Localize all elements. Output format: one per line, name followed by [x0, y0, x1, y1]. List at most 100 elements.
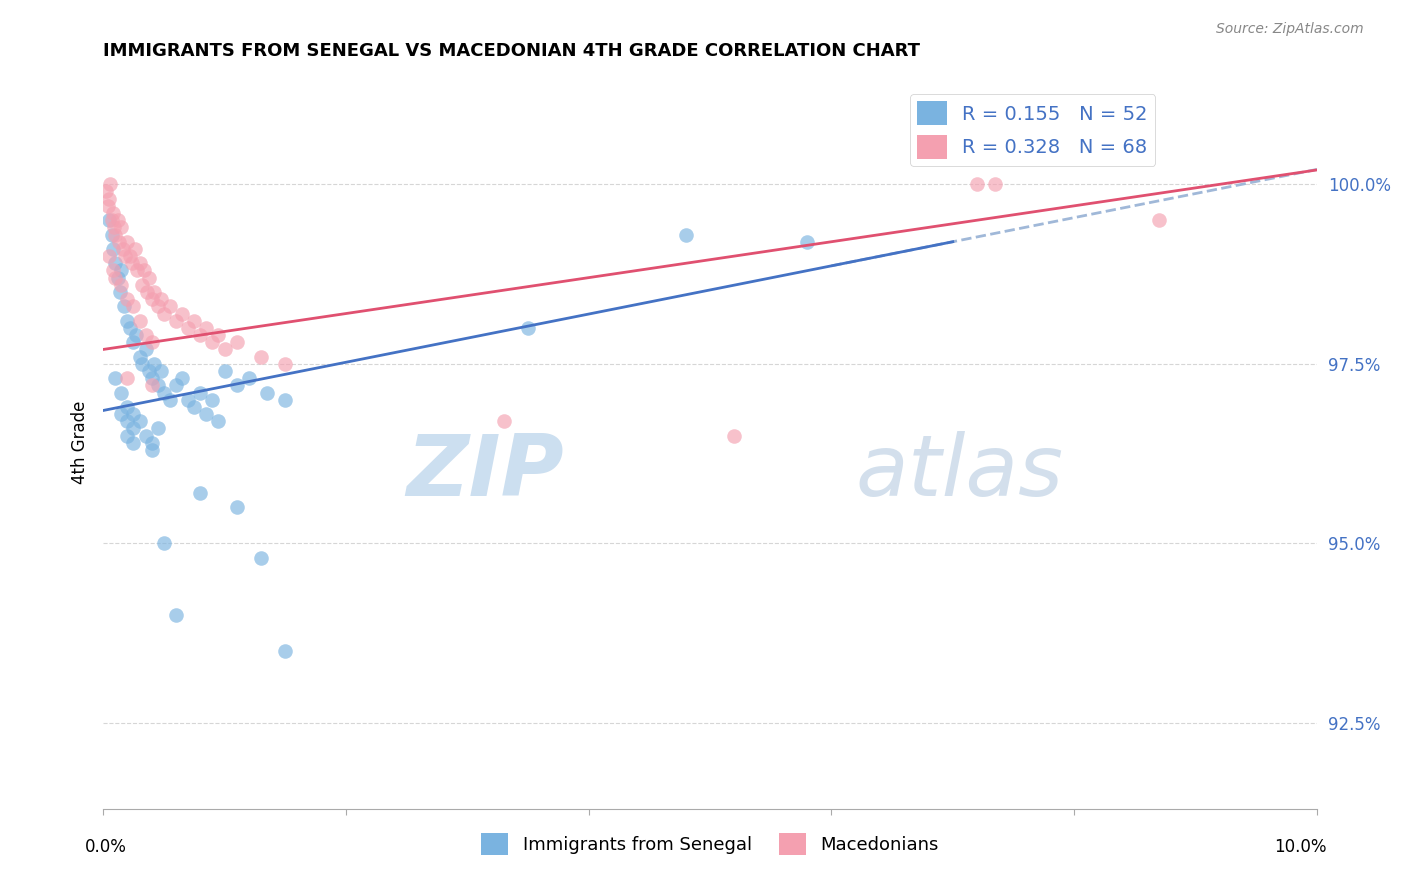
Point: [188, 486, 211, 500]
Point: [117, 235, 139, 249]
Point: [124, 242, 146, 256]
Point: [110, 277, 132, 292]
Point: [984, 178, 1007, 192]
Point: [122, 421, 145, 435]
Point: [118, 249, 141, 263]
Point: [100, 178, 122, 192]
Point: [150, 364, 173, 378]
Point: [146, 421, 169, 435]
Point: [122, 299, 145, 313]
Point: [117, 428, 139, 442]
Point: [117, 400, 139, 414]
Point: [250, 350, 273, 364]
Point: [274, 392, 297, 407]
Point: [98, 249, 121, 263]
Point: [112, 299, 135, 313]
Point: [146, 378, 169, 392]
Point: [153, 307, 176, 321]
Point: [141, 292, 163, 306]
Point: [201, 335, 224, 350]
Point: [110, 220, 132, 235]
Point: [225, 500, 247, 515]
Point: [183, 314, 205, 328]
Point: [94, 185, 117, 199]
Point: [170, 307, 193, 321]
Point: [177, 392, 200, 407]
Point: [125, 328, 148, 343]
Point: [159, 299, 181, 313]
Point: [675, 227, 697, 242]
Point: [183, 400, 205, 414]
Point: [150, 292, 173, 306]
Point: [141, 371, 163, 385]
Point: [100, 213, 122, 227]
Point: [966, 178, 988, 192]
Point: [135, 343, 157, 357]
Legend: R = 0.155   N = 52, R = 0.328   N = 68: R = 0.155 N = 52, R = 0.328 N = 68: [910, 94, 1156, 167]
Point: [238, 371, 260, 385]
Point: [108, 285, 131, 299]
Point: [516, 321, 538, 335]
Y-axis label: 4th Grade: 4th Grade: [72, 401, 89, 484]
Point: [1147, 213, 1170, 227]
Point: [153, 385, 176, 400]
Point: [107, 270, 129, 285]
Point: [165, 608, 187, 623]
Point: [122, 407, 145, 421]
Point: [104, 227, 127, 242]
Point: [104, 256, 127, 270]
Point: [214, 343, 236, 357]
Point: [165, 378, 187, 392]
Point: [128, 256, 150, 270]
Point: [141, 442, 163, 457]
Point: [111, 242, 134, 256]
Text: IMMIGRANTS FROM SENEGAL VS MACEDONIAN 4TH GRADE CORRELATION CHART: IMMIGRANTS FROM SENEGAL VS MACEDONIAN 4T…: [103, 42, 920, 60]
Point: [114, 249, 136, 263]
Point: [122, 335, 145, 350]
Point: [146, 299, 169, 313]
Point: [110, 407, 132, 421]
Point: [135, 285, 157, 299]
Point: [128, 314, 150, 328]
Point: [207, 328, 229, 343]
Point: [101, 242, 124, 256]
Point: [274, 644, 297, 658]
Point: [131, 277, 153, 292]
Point: [135, 428, 157, 442]
Point: [492, 414, 515, 428]
Point: [117, 292, 139, 306]
Point: [143, 285, 166, 299]
Point: [98, 192, 121, 206]
Point: [796, 235, 818, 249]
Point: [103, 220, 125, 235]
Point: [135, 328, 157, 343]
Point: [101, 263, 124, 277]
Point: [188, 328, 211, 343]
Point: [104, 371, 127, 385]
Point: [177, 321, 200, 335]
Point: [100, 227, 122, 242]
Text: 10.0%: 10.0%: [1274, 838, 1327, 855]
Text: 0.0%: 0.0%: [84, 838, 127, 855]
Point: [138, 270, 160, 285]
Point: [170, 371, 193, 385]
Point: [165, 314, 187, 328]
Point: [250, 550, 273, 565]
Point: [110, 385, 132, 400]
Point: [143, 357, 166, 371]
Point: [274, 357, 297, 371]
Point: [195, 407, 218, 421]
Point: [117, 314, 139, 328]
Point: [141, 335, 163, 350]
Point: [110, 263, 132, 277]
Point: [225, 378, 247, 392]
Point: [723, 428, 745, 442]
Point: [141, 435, 163, 450]
Point: [159, 392, 181, 407]
Point: [141, 378, 163, 392]
Point: [207, 414, 229, 428]
Point: [127, 263, 149, 277]
Point: [98, 213, 121, 227]
Point: [138, 364, 160, 378]
Point: [107, 213, 129, 227]
